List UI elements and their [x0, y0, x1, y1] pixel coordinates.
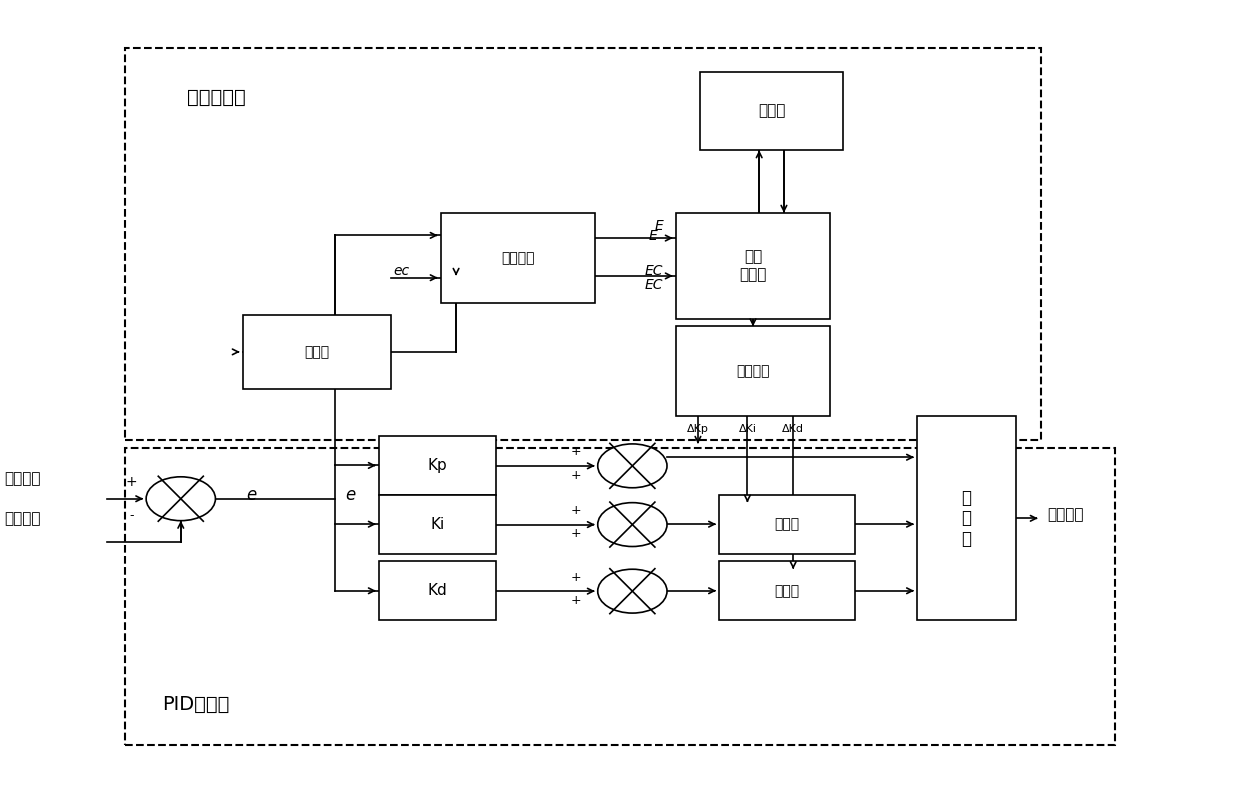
- Text: EC: EC: [644, 264, 662, 278]
- Circle shape: [598, 444, 667, 488]
- Text: +: +: [570, 527, 580, 541]
- Bar: [676, 326, 831, 417]
- Text: ΔKi: ΔKi: [739, 424, 756, 435]
- Text: PID控制器: PID控制器: [162, 695, 229, 714]
- Circle shape: [598, 503, 667, 546]
- Bar: [378, 436, 496, 495]
- Bar: [440, 213, 595, 303]
- Circle shape: [146, 477, 216, 520]
- Text: 清晰接口: 清晰接口: [737, 365, 770, 379]
- Text: 模糊控制器: 模糊控制器: [187, 87, 246, 107]
- Text: +: +: [125, 475, 138, 489]
- Text: +: +: [570, 594, 580, 607]
- Text: 频率信号: 频率信号: [1047, 507, 1084, 522]
- Text: 微分器: 微分器: [775, 584, 800, 598]
- Text: +: +: [570, 445, 580, 458]
- Bar: [125, 49, 1040, 440]
- Text: ΔKd: ΔKd: [782, 424, 805, 435]
- Bar: [719, 561, 856, 620]
- Text: e: e: [345, 486, 356, 504]
- Text: +: +: [570, 571, 580, 583]
- Bar: [719, 495, 856, 553]
- Text: 模糊接口: 模糊接口: [501, 251, 534, 265]
- Text: Ki: Ki: [430, 516, 445, 531]
- Text: Kd: Kd: [428, 583, 448, 598]
- Text: E: E: [649, 230, 657, 243]
- Bar: [701, 72, 843, 150]
- Text: EC: EC: [645, 278, 663, 292]
- Bar: [243, 314, 391, 389]
- Bar: [676, 213, 831, 318]
- Bar: [916, 417, 1016, 620]
- Text: +: +: [570, 504, 580, 517]
- Bar: [378, 561, 496, 620]
- Text: 积分器: 积分器: [775, 517, 800, 531]
- Text: 预测流量: 预测流量: [4, 472, 41, 487]
- Bar: [125, 448, 1115, 745]
- Text: ec: ec: [393, 264, 409, 278]
- Text: 累
加
器: 累 加 器: [961, 489, 971, 548]
- Text: E: E: [655, 219, 663, 233]
- Text: 规则库: 规则库: [758, 104, 785, 119]
- Text: +: +: [570, 468, 580, 482]
- Text: -: -: [129, 509, 134, 523]
- Bar: [378, 495, 496, 553]
- Text: 微分器: 微分器: [304, 345, 330, 359]
- Text: ΔKp: ΔKp: [687, 424, 709, 435]
- Text: Kp: Kp: [428, 458, 448, 473]
- Text: 实测流量: 实测流量: [4, 511, 41, 526]
- Text: e: e: [247, 486, 257, 504]
- Circle shape: [598, 569, 667, 613]
- Text: 模糊
推理机: 模糊 推理机: [739, 249, 766, 282]
